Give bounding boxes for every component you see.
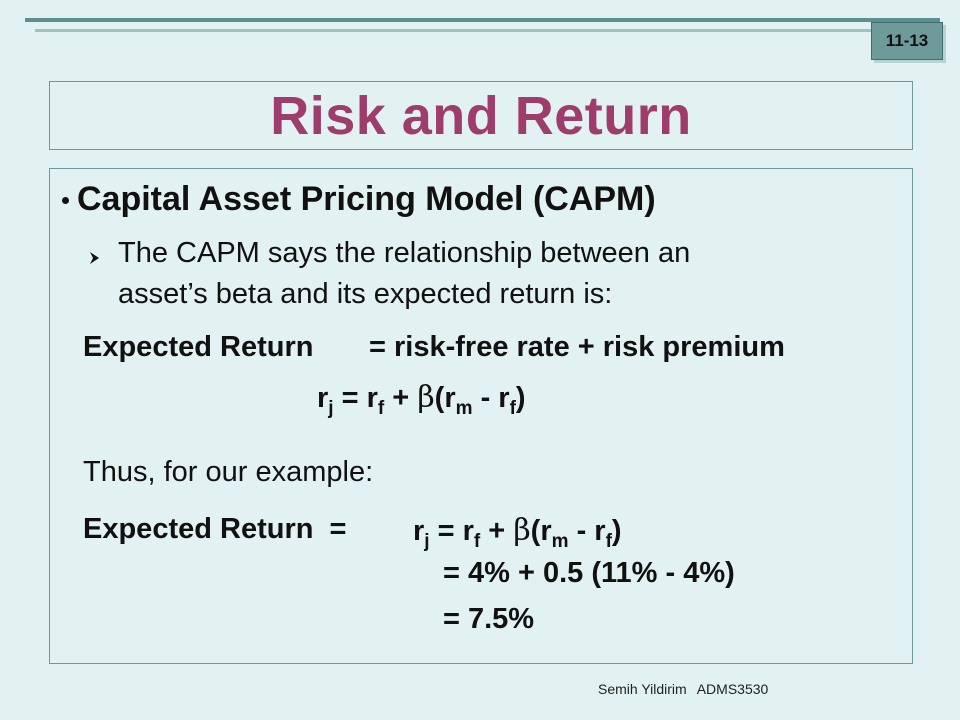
eq-sub-m: m bbox=[455, 398, 473, 419]
eq-sub-f: f bbox=[377, 398, 385, 419]
ex-equals-r: = r bbox=[429, 515, 474, 547]
eq-open-paren: (r bbox=[434, 382, 456, 414]
example-step-2: = 4% + 0.5 (11% - 4%) bbox=[443, 557, 735, 589]
example-label: Expected Return = bbox=[83, 513, 347, 545]
eq-close-paren: ) bbox=[515, 382, 526, 414]
eq-sub-j: j bbox=[328, 398, 334, 419]
slide-title: Risk and Return bbox=[270, 85, 692, 146]
ex-plus: + bbox=[480, 515, 514, 547]
formula-definition: = risk-free rate + risk premium bbox=[369, 331, 785, 363]
slide-number: 11-13 bbox=[871, 22, 943, 60]
ex-r: r bbox=[413, 515, 425, 547]
ex-sub-m: m bbox=[551, 531, 569, 552]
example-equation: rj = rf + β(rm - rf) bbox=[413, 513, 622, 552]
content-box bbox=[49, 168, 913, 664]
example-intro: Thus, for our example: bbox=[83, 456, 374, 488]
formula-label: Expected Return bbox=[83, 331, 314, 363]
arrow-bullet-icon bbox=[90, 252, 99, 264]
header-rule bbox=[25, 18, 940, 22]
subpoint-line-2: asset’s beta and its expected return is: bbox=[118, 278, 613, 310]
ex-sub-f: f bbox=[473, 531, 481, 552]
footer-author: Semih Yildirim bbox=[598, 681, 687, 697]
example-step-3: = 7.5% bbox=[443, 603, 535, 635]
ex-sub-f2: f bbox=[605, 531, 612, 552]
footer-course: ADMS3530 bbox=[696, 681, 769, 697]
title-box: Risk and Return bbox=[49, 81, 913, 150]
eq-r: r bbox=[317, 382, 329, 414]
eq-plus: + bbox=[384, 382, 418, 414]
beta-symbol: β bbox=[417, 380, 435, 415]
ex-sub-j: j bbox=[424, 531, 430, 552]
bullet-dot-icon bbox=[62, 197, 69, 204]
eq-minus: - r bbox=[472, 382, 510, 414]
ex-minus: - r bbox=[568, 515, 606, 547]
ex-close-paren: ) bbox=[611, 515, 622, 547]
capm-equation: rj = rf + β(rm - rf) bbox=[317, 380, 526, 419]
capm-heading: Capital Asset Pricing Model (CAPM) bbox=[77, 180, 656, 218]
footer: Semih Yildirim ADMS3530 bbox=[598, 681, 768, 697]
subpoint-line-1: The CAPM says the relationship between a… bbox=[118, 237, 691, 269]
header-rule-secondary bbox=[35, 29, 940, 32]
eq-equals-r: = r bbox=[333, 382, 378, 414]
eq-sub-f2: f bbox=[509, 398, 516, 419]
ex-open-paren: (r bbox=[530, 515, 552, 547]
ex-beta-symbol: β bbox=[513, 513, 531, 548]
